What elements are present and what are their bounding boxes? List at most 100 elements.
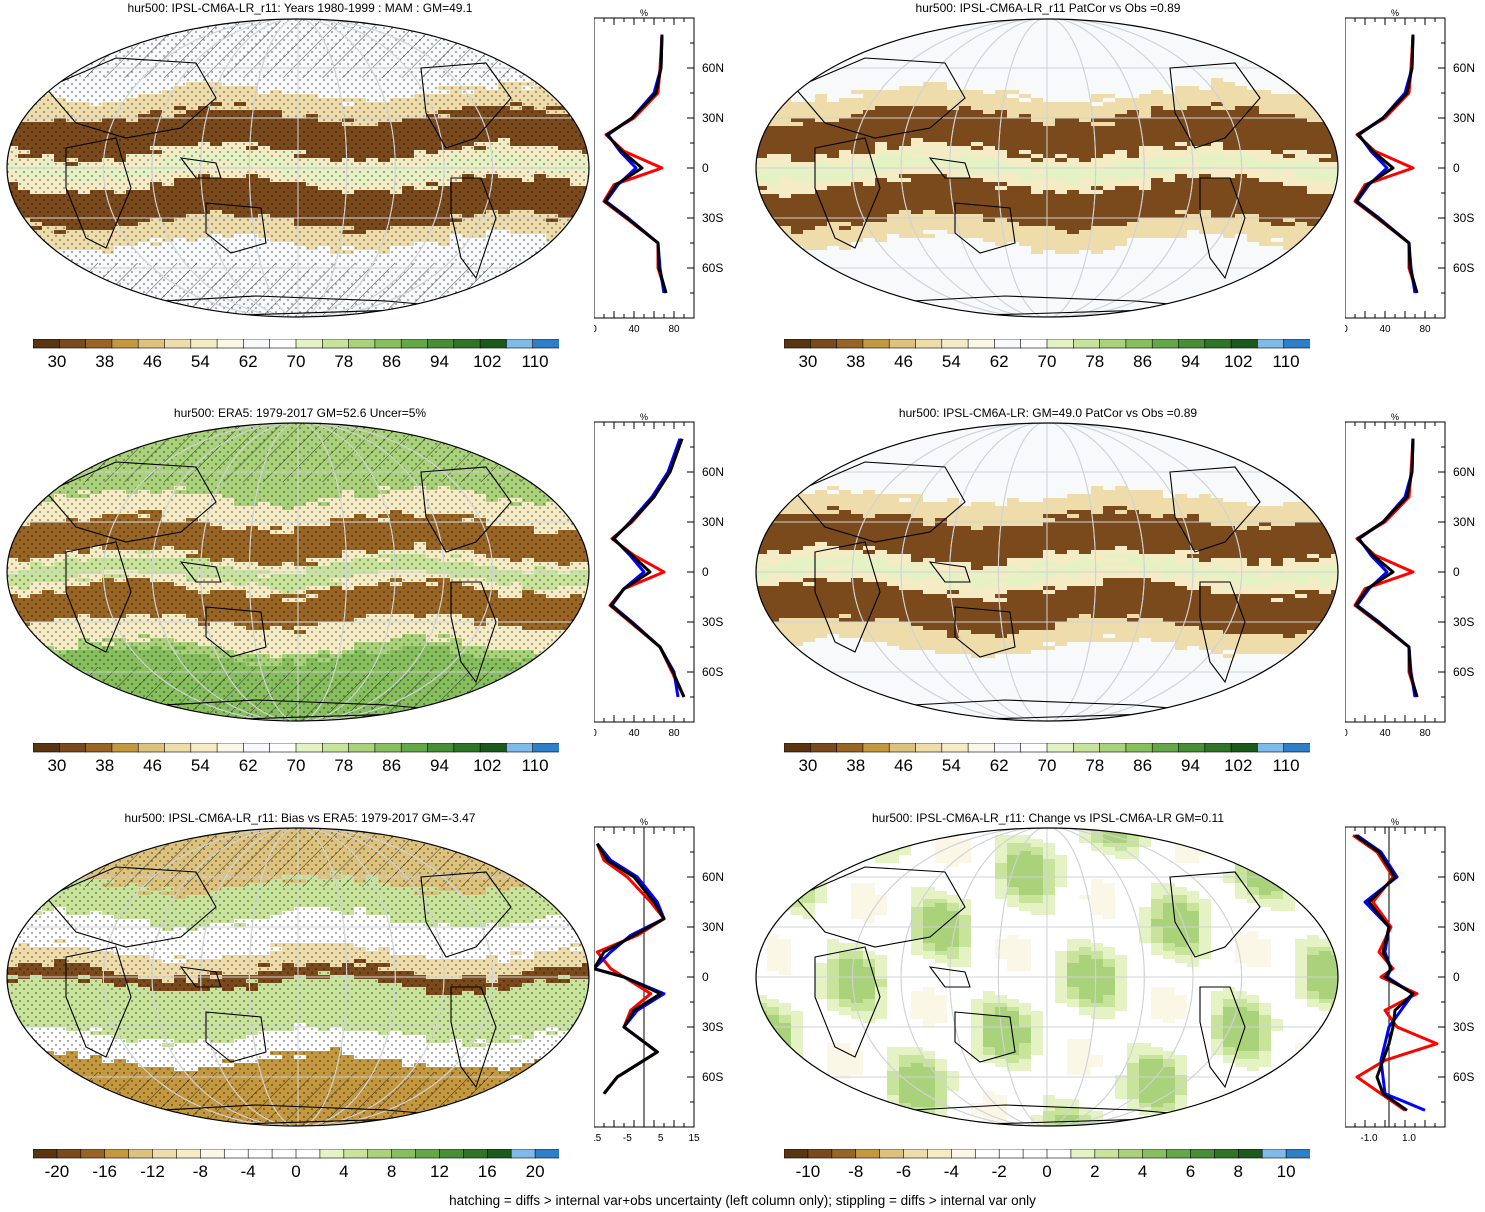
zonal-unit-label: % <box>640 412 648 422</box>
panel-title: hur500: ERA5: 1979-2017 GM=52.6 Uncer=5% <box>0 406 600 420</box>
zonal-lat-label: 30S <box>1453 615 1474 629</box>
colorbar-swatch <box>831 1149 857 1159</box>
colorbar-swatch <box>348 743 376 753</box>
colorbar-swatch <box>1099 339 1127 349</box>
colorbar-tick-label: 54 <box>191 756 210 776</box>
colorbar-swatch <box>1125 339 1153 349</box>
zonal-lat-label: 30S <box>1453 1020 1474 1034</box>
colorbar-swatch <box>1283 743 1310 753</box>
colorbar-tick-label: 38 <box>846 352 865 372</box>
colorbar-tick-label: 0 <box>291 1162 300 1182</box>
colorbar-tick-label: 110 <box>522 352 549 372</box>
colorbar-swatch <box>1046 339 1075 349</box>
colorbar-bar <box>784 743 1310 753</box>
colorbar-tick-label: 102 <box>1224 756 1252 776</box>
colorbar-tick-label: 94 <box>1181 756 1200 776</box>
colorbar-swatch <box>439 1149 465 1159</box>
colorbar-swatch <box>486 1149 512 1159</box>
colorbar-swatch <box>951 1149 977 1159</box>
colorbar-swatch <box>974 1149 1000 1159</box>
colorbar-swatch <box>510 1149 536 1159</box>
colorbar-tick-label: 70 <box>1038 756 1057 776</box>
colorbar-tick-label: 78 <box>1085 756 1104 776</box>
zonal-mean-plot: % 0 40 80 60N 30N 0 30S 60S <box>594 412 724 739</box>
zonal-series-line <box>594 842 666 1095</box>
panel-title: hur500: IPSL-CM6A-LR_r11: Bias vs ERA5: … <box>0 811 600 825</box>
colorbar-tick-label: -8 <box>193 1162 208 1182</box>
colorbar-tick-label: 70 <box>287 352 306 372</box>
colorbar-swatch <box>532 339 559 349</box>
colorbar-swatch <box>427 743 455 753</box>
zonal-lat-label: 60N <box>702 465 724 479</box>
colorbar-swatch <box>427 339 455 349</box>
colorbar-swatch <box>85 743 113 753</box>
colorbar-swatch <box>85 339 113 349</box>
colorbar-tick-label: 0 <box>1042 1162 1051 1182</box>
colorbar-swatch <box>374 743 402 753</box>
colorbar-swatch <box>33 1149 58 1159</box>
colorbar-tick-label: 8 <box>1234 1162 1243 1182</box>
colorbar-tick-label: 86 <box>1133 756 1152 776</box>
colorbar-tick-label: -4 <box>944 1162 959 1182</box>
colorbar-tick-label: 12 <box>430 1162 449 1182</box>
colorbar-tick-label: -16 <box>92 1162 117 1182</box>
colorbar-swatch <box>534 1149 559 1159</box>
colorbar-tick-label: 62 <box>239 352 258 372</box>
zonal-unit-label: % <box>640 8 648 18</box>
zonal-lat-label: 30S <box>702 211 723 225</box>
colorbar-swatch <box>1178 339 1206 349</box>
colorbar-swatch <box>56 1149 82 1159</box>
colorbar-swatch <box>321 743 350 753</box>
colorbar-tick-label: 86 <box>382 756 401 776</box>
colorbar-tick-label: 46 <box>894 756 913 776</box>
colorbar-swatch <box>1257 743 1285 753</box>
colorbar-swatch <box>319 1149 345 1159</box>
colorbar-tick-label: 110 <box>522 756 549 776</box>
zonal-series-line <box>1354 34 1419 294</box>
colorbar-swatch <box>784 339 812 349</box>
colorbar-tick-label: 78 <box>1085 352 1104 372</box>
colorbar-swatch <box>269 743 297 753</box>
colorbar-tick-label: 102 <box>1224 352 1252 372</box>
colorbar-swatch <box>1118 1149 1144 1159</box>
zonal-lat-label: 30N <box>702 111 724 125</box>
zonal-xtick-label: -1.0 <box>1360 1133 1378 1144</box>
colorbar-tick-label: -20 <box>45 1162 70 1182</box>
colorbar-swatch <box>998 1149 1024 1159</box>
colorbar-swatch <box>176 1149 202 1159</box>
zonal-xtick-label: 80 <box>1419 728 1431 739</box>
panel-title: hur500: IPSL-CM6A-LR_r11: Years 1980-199… <box>0 1 600 15</box>
colorbar-swatch <box>400 743 429 753</box>
colorbar-swatch <box>348 339 376 349</box>
colorbar-tick-label: 94 <box>430 756 449 776</box>
zonal-mean-plot: % -15 -5 5 15 60N 30N 0 30S 60S <box>594 817 724 1144</box>
map-plot <box>755 18 1339 318</box>
colorbar-tick-label: 38 <box>95 756 114 776</box>
colorbar-swatch <box>1142 1149 1168 1159</box>
colorbar-tick-label: 94 <box>430 352 449 372</box>
colorbar-swatch <box>807 1149 833 1159</box>
colorbar-tick-label: 94 <box>1181 352 1200 372</box>
colorbar-tick-label: 70 <box>287 756 306 776</box>
colorbar-swatch <box>164 743 192 753</box>
zonal-xtick-label: 80 <box>668 728 680 739</box>
colorbar-swatch <box>1022 1149 1048 1159</box>
colorbar-tick-label: 54 <box>942 352 961 372</box>
zonal-mean-plot: % 0 40 80 60N 30N 0 30S 60S <box>1345 8 1475 335</box>
colorbar-swatch <box>1166 1149 1192 1159</box>
colorbar-tick-label: 86 <box>382 352 401 372</box>
colorbar-tick-label: 110 <box>1273 756 1300 776</box>
colorbar-swatch <box>295 743 324 753</box>
colorbar-swatch <box>271 1149 297 1159</box>
map-plot <box>755 827 1339 1127</box>
colorbar-swatch <box>343 1149 369 1159</box>
colorbar-swatch <box>164 339 192 349</box>
colorbar-tick-label: 78 <box>334 352 353 372</box>
zonal-lat-label: 30S <box>702 1020 723 1034</box>
colorbar-swatch <box>784 743 812 753</box>
map-plot <box>6 18 590 318</box>
colorbar-swatch <box>58 743 87 753</box>
zonal-xtick-label: 1.0 <box>1402 1133 1416 1144</box>
colorbar-swatch <box>1151 743 1180 753</box>
colorbar-swatch <box>784 1149 809 1159</box>
